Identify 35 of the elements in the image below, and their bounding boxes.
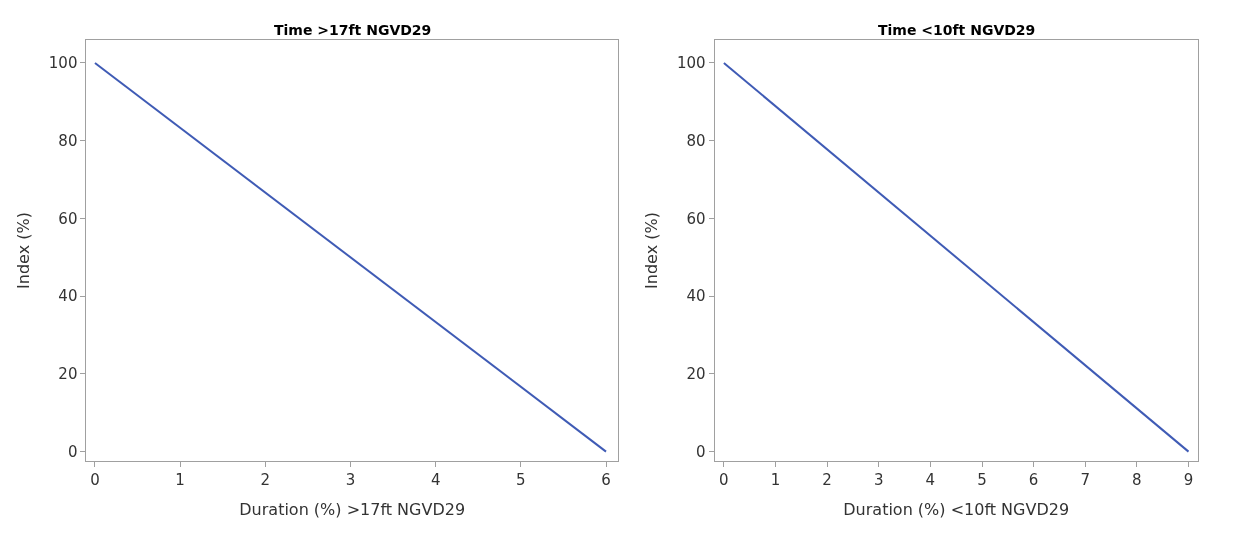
x-tick-label: 6 — [601, 471, 611, 490]
x-tick-label: 8 — [1132, 471, 1142, 490]
y-tick-label: 40 — [686, 287, 706, 306]
x-tick-label: 0 — [90, 471, 100, 490]
x-axis-title: Duration (%) <10ft NGVD29 — [843, 500, 1070, 520]
x-tick-label: 5 — [516, 471, 526, 490]
y-tick-label: 40 — [58, 287, 78, 306]
y-tick-label: 20 — [686, 365, 706, 384]
x-tick-label: 3 — [345, 471, 356, 490]
x-tick-label: 1 — [175, 471, 185, 490]
y-tick-label: 0 — [696, 442, 706, 461]
x-tick-label: 7 — [1080, 471, 1091, 490]
x-tick-label: 2 — [822, 471, 832, 490]
x-tick-label: 2 — [260, 471, 271, 490]
x-tick-label: 6 — [1028, 471, 1039, 490]
y-axis-title: Index (%) — [641, 212, 661, 289]
chart-title: Time <10ft NGVD29 — [878, 22, 1036, 38]
y-tick-label: 80 — [58, 131, 78, 150]
y-tick-label: 100 — [676, 54, 706, 73]
x-tick-label: 0 — [719, 471, 729, 490]
x-tick-label: 3 — [873, 471, 884, 490]
y-tick-label: 60 — [58, 209, 78, 228]
chart-title: Time >17ft NGVD29 — [274, 22, 432, 38]
x-tick-label: 4 — [925, 471, 936, 490]
x-tick-label: 4 — [430, 471, 441, 490]
y-tick-label: 100 — [48, 54, 78, 73]
y-axis-title: Index (%) — [13, 212, 33, 289]
x-tick-label: 5 — [977, 471, 987, 490]
x-axis-title: Duration (%) >17ft NGVD29 — [239, 500, 466, 520]
x-tick-label: 1 — [770, 471, 781, 490]
y-tick-label: 20 — [58, 365, 78, 384]
y-tick-label: 60 — [686, 209, 706, 228]
y-tick-label: 0 — [67, 442, 78, 461]
x-tick-label: 9 — [1183, 471, 1194, 490]
y-tick-label: 80 — [686, 131, 706, 150]
